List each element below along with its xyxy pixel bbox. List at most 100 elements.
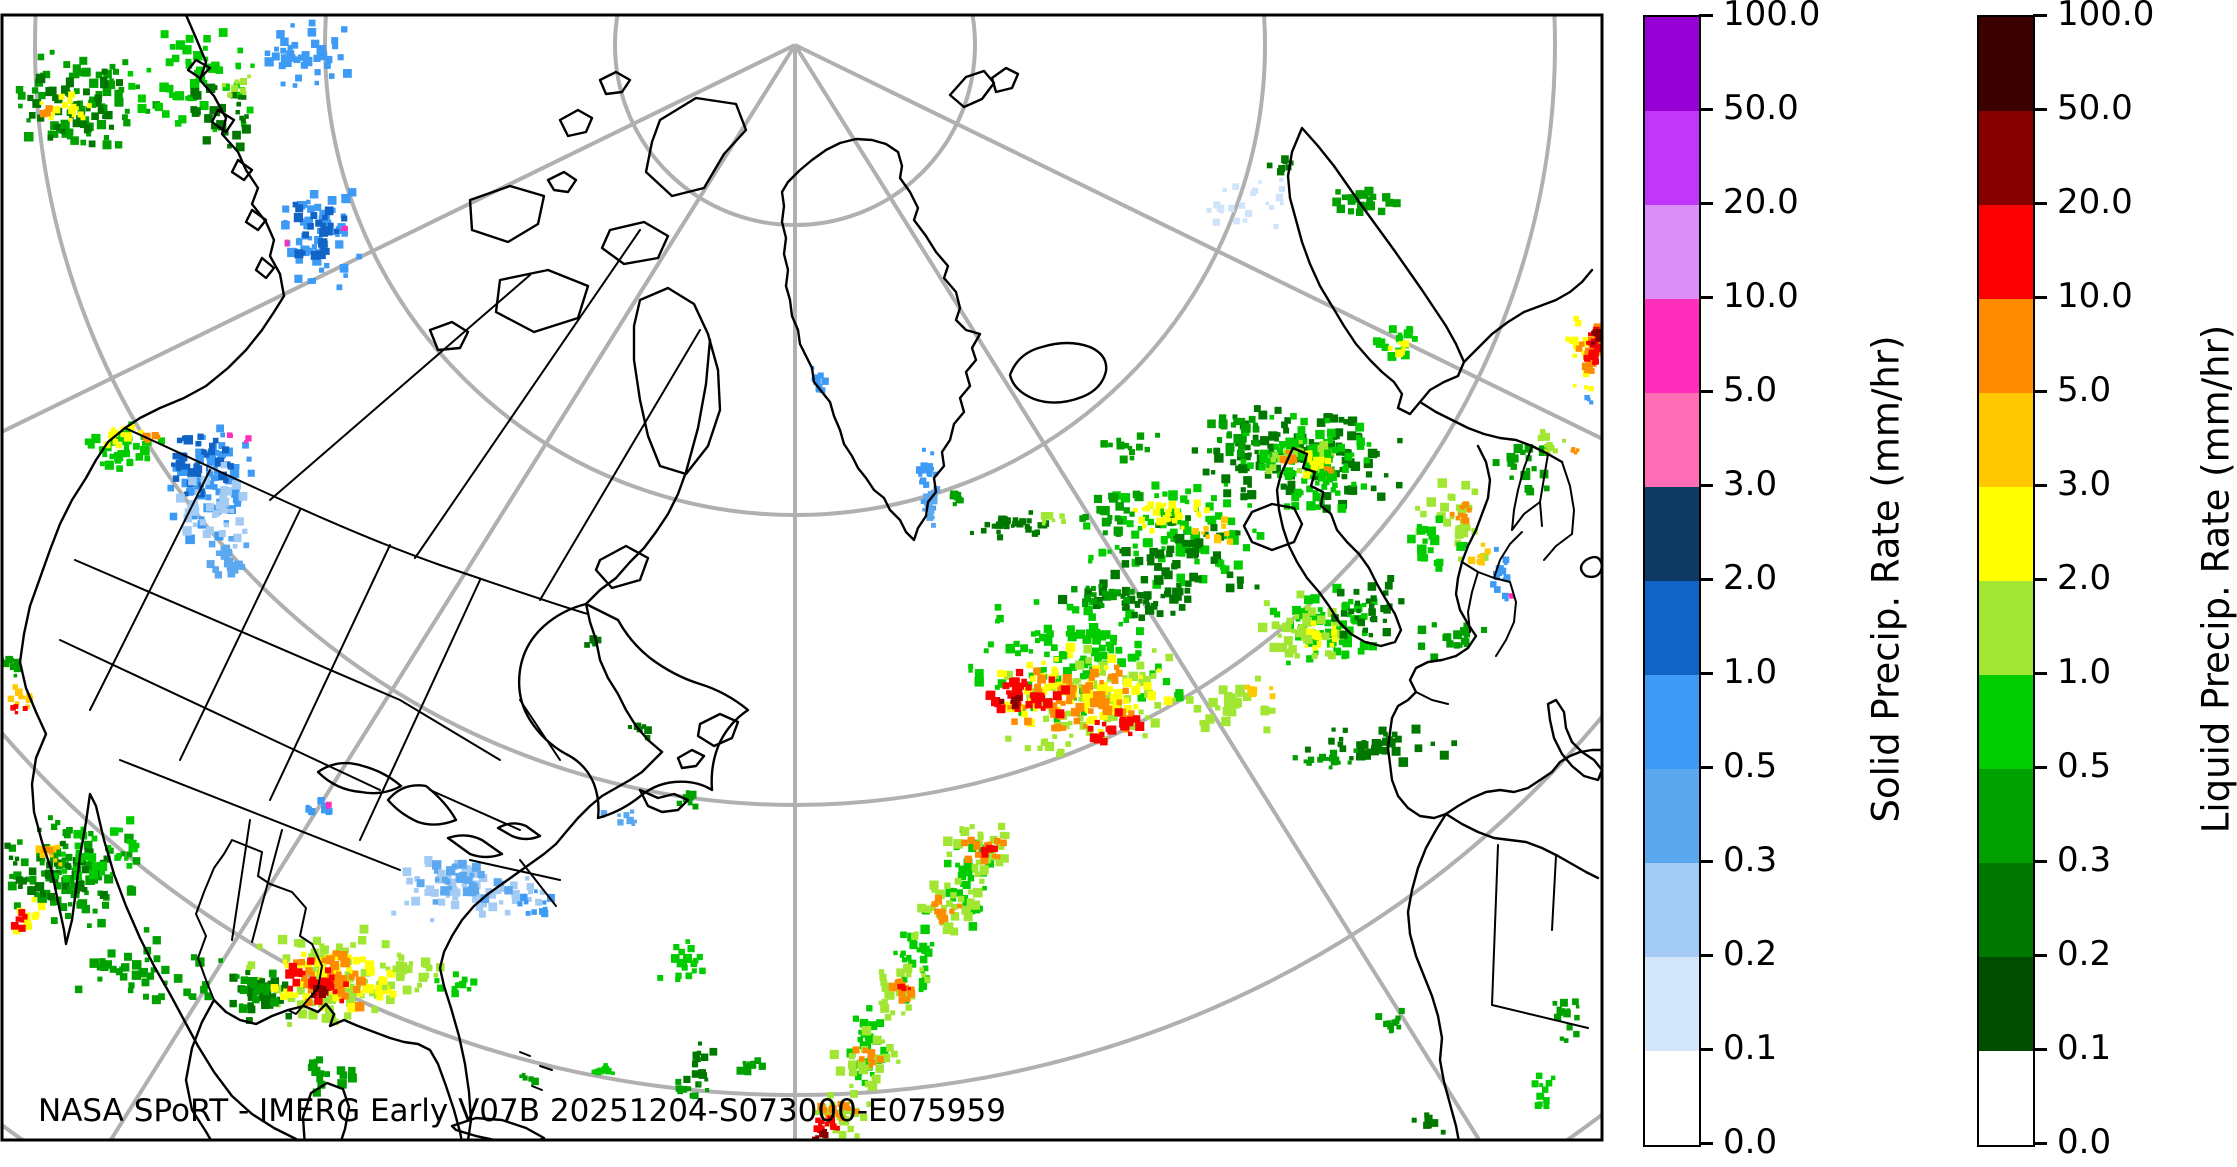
coast-baltic — [1418, 268, 1594, 464]
liquid-tick-mark — [2033, 295, 2047, 299]
solid-colorbar-segment — [1645, 487, 1699, 581]
coast-italy — [1546, 698, 1602, 782]
precip-cell — [127, 28, 255, 133]
solid-colorbar-segment — [1645, 863, 1699, 957]
precip-cell — [1570, 447, 1580, 455]
liquid-tick-label: 5.0 — [2057, 370, 2112, 411]
precip-cell — [244, 435, 252, 444]
coast-blacksea — [1579, 555, 1602, 579]
liquid-tick-label: 2.0 — [2057, 558, 2112, 599]
solid-colorbar-segment — [1645, 581, 1699, 675]
precip-cell — [1332, 186, 1401, 216]
precip-cell — [1417, 622, 1488, 662]
precip-cell — [142, 432, 161, 444]
liquid-colorbar-segment — [1979, 581, 2033, 675]
liquid-tick-mark — [2033, 483, 2047, 487]
solid-colorbar-segment — [1645, 299, 1699, 393]
precip-cell — [206, 536, 250, 579]
precip-cell — [340, 225, 348, 231]
precip-raster-layer — [2, 19, 1602, 1140]
precip-cell — [305, 797, 333, 816]
precip-cell — [1079, 490, 1144, 536]
coast-east-us — [438, 750, 664, 1140]
coast-ireland — [1242, 502, 1304, 552]
coast-uk — [1275, 446, 1403, 648]
precip-cell — [949, 490, 964, 507]
solid-tick-mark — [1699, 953, 1713, 957]
solid-tick-label: 5.0 — [1723, 370, 1778, 411]
precip-cell — [591, 1063, 615, 1076]
map-frame — [0, 13, 1604, 1142]
solid-tick-label: 50.0 — [1723, 88, 1799, 129]
precip-cell — [1100, 432, 1160, 464]
precip-cell — [1407, 515, 1468, 572]
precip-cell — [683, 1041, 718, 1088]
liquid-tick-mark — [2033, 859, 2047, 863]
liquid-colorbar-segment — [1979, 769, 2033, 863]
liquid-colorbar-segment — [1979, 299, 2033, 393]
solid-tick-label: 100.0 — [1723, 0, 1821, 35]
precip-cell — [1537, 428, 1567, 455]
graticule-meridian — [108, 43, 797, 1140]
precip-cell — [1411, 1112, 1446, 1135]
precip-cell — [584, 635, 602, 648]
precip-cell — [736, 1057, 766, 1076]
liquid-colorbar-segment — [1979, 17, 2033, 111]
precip-cell — [39, 105, 53, 118]
precip-cell — [2, 655, 22, 678]
border-texas — [195, 839, 323, 1025]
liquid-colorbar-segment — [1979, 863, 2033, 957]
precip-cell — [1490, 546, 1511, 602]
solid-colorbar-segment — [1645, 393, 1699, 487]
coast-alaska-islands — [186, 58, 276, 280]
solid-tick-mark — [1699, 13, 1713, 17]
liquid-colorbar-segment — [1979, 205, 2033, 299]
solid-colorbar-segment — [1645, 111, 1699, 205]
coast-yucatan — [301, 1081, 351, 1140]
precip-cell — [119, 954, 223, 1005]
solid-colorbar-segment — [1645, 205, 1699, 299]
graticule-meridian — [2, 43, 796, 434]
coast-europe-west — [1386, 444, 1602, 820]
precip-cell — [1040, 512, 1066, 526]
liquid-tick-label: 20.0 — [2057, 182, 2133, 223]
precip-cell — [1552, 998, 1580, 1043]
solid-tick-label: 0.5 — [1723, 746, 1778, 787]
product-annotation: NASA SPoRT - IMERG Early V07B 20251204-S… — [38, 1093, 1006, 1129]
liquid-tick-mark — [2033, 107, 2047, 111]
liquid-tick-mark — [2033, 201, 2047, 205]
solid-tick-mark — [1699, 859, 1713, 863]
solid-colorbar-segment — [1645, 769, 1699, 863]
solid-tick-label: 0.0 — [1723, 1122, 1778, 1163]
great-lakes — [316, 761, 542, 859]
precip-cell — [1071, 584, 1135, 608]
coast-svalbard — [948, 66, 1020, 109]
solid-tick-label: 0.2 — [1723, 934, 1778, 975]
solid-tick-label: 10.0 — [1723, 276, 1799, 317]
precip-cell — [985, 668, 1070, 719]
precip-cell — [657, 939, 706, 983]
precip-cell — [264, 19, 352, 88]
solid-tick-mark — [1699, 577, 1713, 581]
solid-colorbar-segment — [1645, 957, 1699, 1051]
bahamas — [519, 1051, 553, 1091]
solid-tick-label: 0.3 — [1723, 840, 1778, 881]
precip-cell — [1207, 414, 1261, 458]
border-state-grid — [59, 469, 561, 943]
precip-cell — [1132, 499, 1210, 534]
liquid-tick-mark — [2033, 671, 2047, 675]
liquid-tick-label: 50.0 — [2057, 88, 2133, 129]
solid-tick-mark — [1699, 389, 1713, 393]
border-us-canada — [124, 427, 589, 615]
solid-tick-mark — [1699, 1047, 1713, 1051]
solid-tick-mark — [1699, 1141, 1713, 1145]
precip-cell — [7, 815, 141, 924]
precip-cell — [1323, 466, 1334, 474]
solid-precip-colorbar — [1643, 15, 1701, 1147]
precip-cell — [813, 1115, 840, 1134]
precip-cell — [284, 239, 290, 247]
liquid-tick-label: 10.0 — [2057, 276, 2133, 317]
precip-cell — [226, 432, 233, 438]
